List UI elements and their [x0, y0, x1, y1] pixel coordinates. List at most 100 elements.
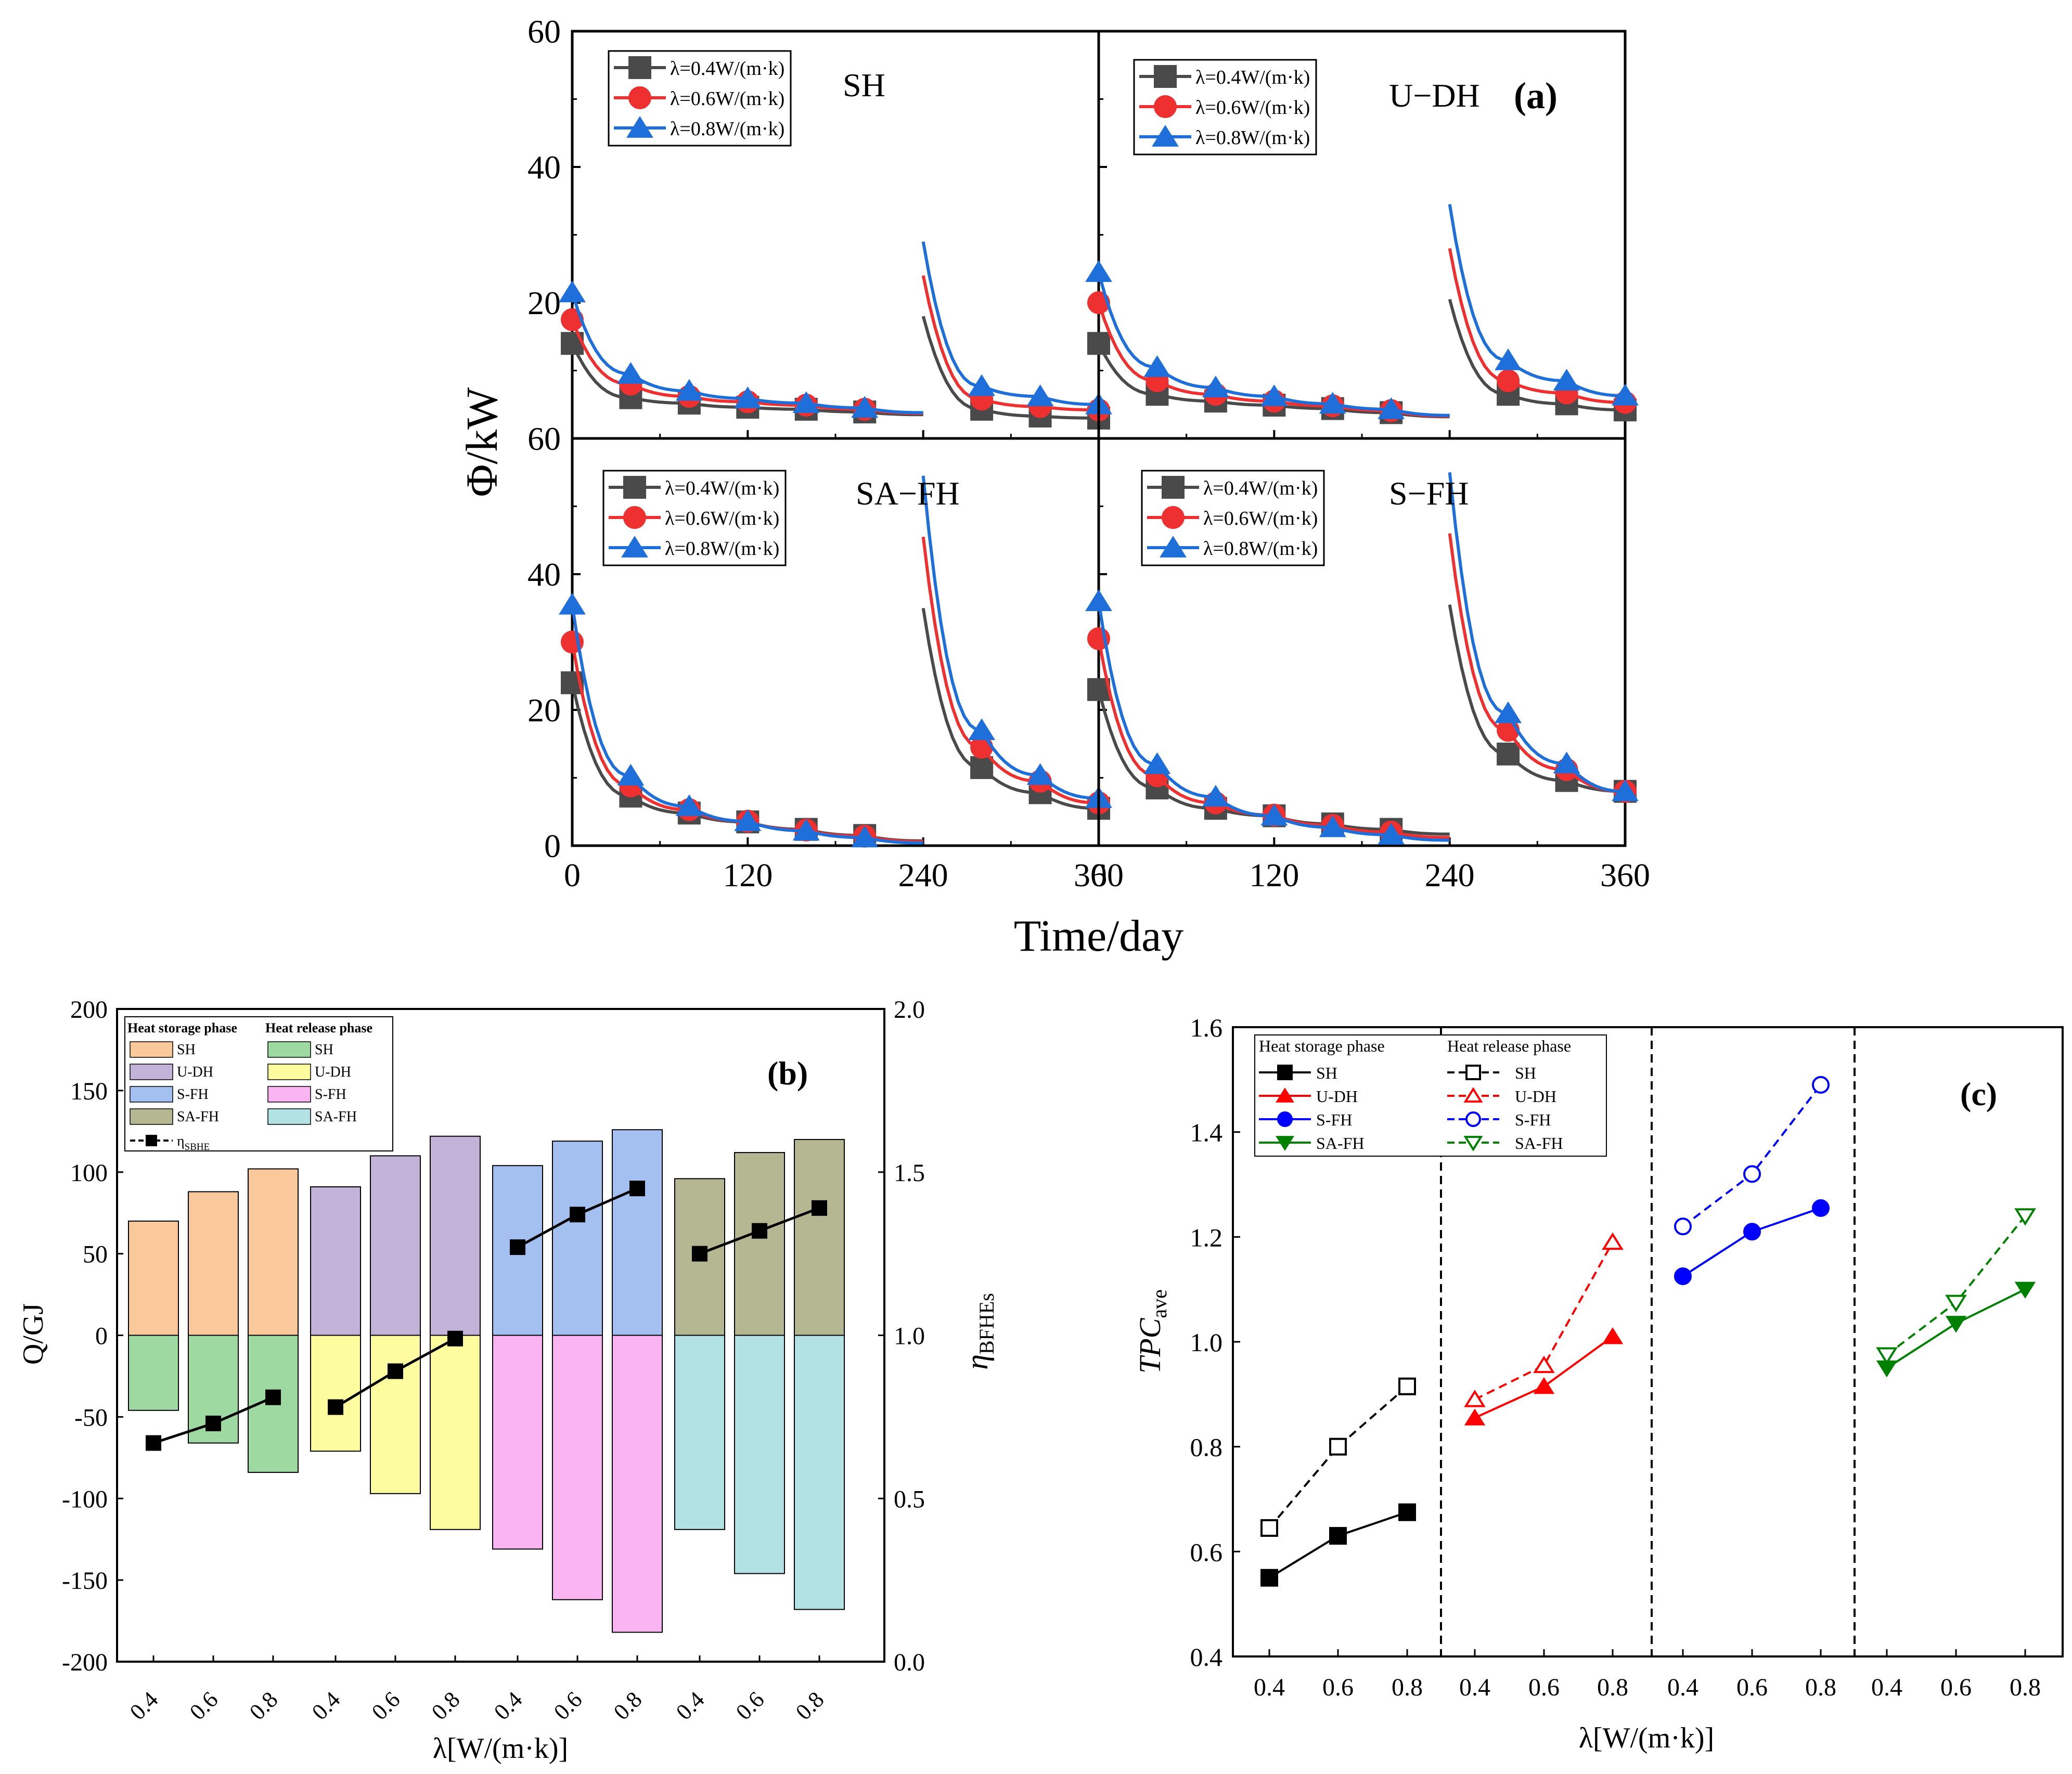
legend-title: Heat release phase — [1447, 1037, 1571, 1055]
series-curve — [1448, 604, 1626, 793]
storage-point — [1876, 1360, 1898, 1378]
x-tick-label: 120 — [723, 857, 773, 894]
y-tick-label: 100 — [70, 1159, 108, 1187]
series-curve — [921, 241, 1099, 406]
eta-point — [205, 1415, 221, 1431]
series-curve — [1448, 248, 1625, 404]
data-point — [1553, 369, 1580, 391]
data-point — [1319, 392, 1346, 414]
legend-marker — [1162, 506, 1185, 529]
eta-point — [328, 1399, 343, 1415]
storage-bar — [188, 1191, 239, 1336]
release-point — [1533, 1355, 1555, 1374]
legend-label: λ=0.8W/(m·k) — [665, 538, 779, 560]
release-bar — [370, 1335, 421, 1494]
legend-label: λ=0.4W/(m·k) — [670, 58, 784, 80]
release-point — [1602, 1232, 1624, 1250]
legend-marker — [1465, 1065, 1481, 1080]
release-bar — [674, 1335, 725, 1530]
legend-marker — [623, 476, 646, 499]
data-point — [1087, 332, 1110, 355]
y-tick-label: 50 — [83, 1241, 108, 1268]
storage-point — [1743, 1223, 1761, 1241]
legend-marker — [628, 86, 651, 109]
x-tick-label: 360 — [1074, 857, 1124, 894]
data-point — [1085, 260, 1112, 282]
legend-label: SA-FH — [1316, 1134, 1364, 1153]
storage-bar — [430, 1135, 481, 1336]
legend-marker — [1463, 1087, 1483, 1103]
y-tick-label: -200 — [62, 1649, 108, 1676]
data-point — [1495, 701, 1522, 723]
storage-point — [1674, 1267, 1692, 1285]
storage-point — [1329, 1527, 1347, 1545]
data-point — [968, 718, 996, 740]
data-point — [1026, 384, 1054, 406]
eta-point — [570, 1207, 585, 1223]
legend-title: Heat release phase — [265, 1020, 372, 1035]
x-tick-label: 0.4 — [1871, 1674, 1902, 1701]
y-tick-label: 0.8 — [1190, 1433, 1223, 1462]
legend-label: S-FH — [1515, 1110, 1551, 1129]
subplot-title: SH — [843, 67, 885, 103]
y-tick-label: 40 — [527, 556, 561, 593]
y-axis-title: Q/GJ — [17, 1303, 49, 1365]
legend-marker — [1152, 125, 1179, 147]
release-bar — [552, 1335, 603, 1600]
x-tick-label: 0.6 — [1322, 1674, 1354, 1701]
y-tick-label: 20 — [527, 692, 561, 729]
x-tick-label: 240 — [1425, 857, 1475, 894]
y-tick-label: 200 — [70, 996, 108, 1024]
storage-point — [1398, 1503, 1416, 1521]
y-axis-title: Φ/kW — [457, 387, 507, 497]
legend-marker — [1463, 1135, 1483, 1151]
eta-point — [812, 1200, 827, 1216]
legend-label: λ=0.4W/(m·k) — [665, 477, 779, 499]
eta-point — [388, 1363, 403, 1379]
series-curve — [921, 536, 1099, 805]
data-point — [559, 592, 586, 615]
legend-swatch — [130, 1041, 173, 1058]
panel-b: 200 150 100 50 0 -50 -100 -150 -200 2.0 1.5 1.0 0.5 0… — [17, 996, 998, 1765]
legend-box — [124, 1016, 393, 1151]
release-bar — [612, 1335, 663, 1633]
panel-a: 60 40 20 λ=0.4W/(m·k) λ=0.6W/(m·k) λ=0.8W/(m·… — [457, 13, 1650, 961]
x-tick-label: 0 — [564, 857, 581, 894]
release-point — [1260, 1519, 1278, 1537]
eta-point — [629, 1181, 645, 1197]
storage-point — [2014, 1281, 2036, 1299]
y2-tick-label: 1.0 — [894, 1323, 925, 1350]
data-point — [1143, 355, 1171, 377]
data-point — [1026, 763, 1054, 785]
release-point — [1398, 1377, 1416, 1395]
legend-label: U-DH — [1515, 1087, 1556, 1106]
y-tick-label: -150 — [62, 1567, 108, 1595]
data-point — [1202, 785, 1229, 807]
x-tick-label: 0 — [1090, 857, 1107, 894]
y-tick-label: 40 — [527, 149, 561, 186]
data-point — [1260, 804, 1288, 826]
legend-swatch — [267, 1086, 311, 1103]
legend-swatch — [130, 1108, 173, 1125]
data-point — [675, 794, 703, 817]
x-tick-label: 0.8 — [1597, 1674, 1628, 1701]
y2-tick-label: 0.5 — [894, 1485, 925, 1513]
legend-marker — [146, 1135, 157, 1146]
y-axis-title-sub: ave — [1148, 1289, 1171, 1318]
eta-point — [510, 1239, 525, 1255]
legend-label: S-FH — [315, 1086, 346, 1103]
subplot-3: 0 120 240 360 λ=0.4W/(m·k) λ=0.6W/(m·k) λ=0.8W… — [1085, 370, 1650, 894]
series-curve — [1448, 472, 1626, 793]
legend-marker — [1276, 1087, 1294, 1103]
y-tick-label: 0 — [95, 1323, 108, 1350]
data-point — [970, 756, 994, 779]
y-tick-label: 1.2 — [1190, 1223, 1223, 1252]
legend-label: SH — [315, 1042, 333, 1058]
y-tick-label: -50 — [74, 1404, 108, 1431]
data-point — [1378, 397, 1405, 419]
storage-point — [1533, 1377, 1555, 1394]
legend-marker — [1277, 1065, 1293, 1080]
legend-swatch — [130, 1064, 173, 1080]
x-axis-title: λ[W/(m·k)] — [433, 1732, 568, 1765]
x-tick-label: 0.4 — [1254, 1674, 1285, 1701]
